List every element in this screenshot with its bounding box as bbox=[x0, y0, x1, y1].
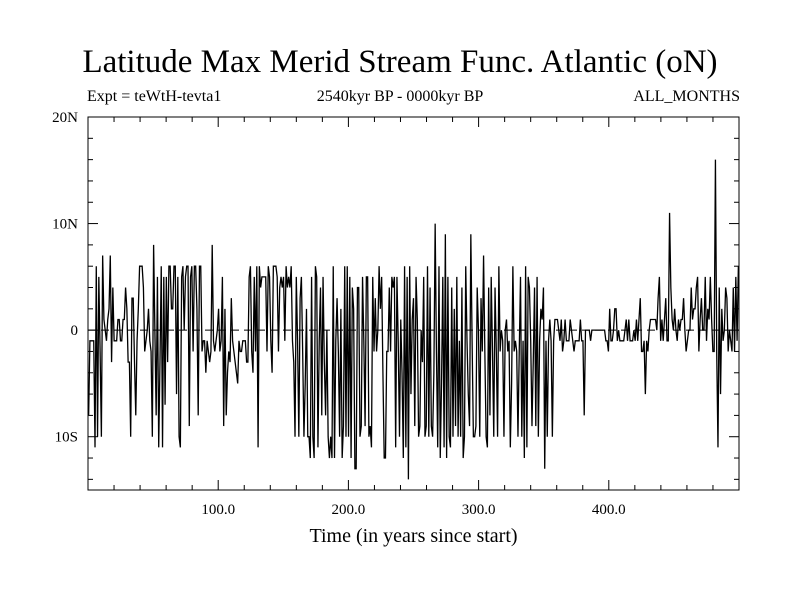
y-tick-label: 0 bbox=[71, 323, 79, 339]
plot-frame bbox=[87, 116, 740, 491]
season-label: ALL_MONTHS bbox=[633, 88, 740, 105]
axis-tick-labels: 100.0 200.0 300.0 400.0 20N 10N 0 10S bbox=[52, 110, 626, 518]
x-axis-title: Time (in years since start) bbox=[309, 525, 517, 547]
y-tick-label: 10S bbox=[55, 430, 78, 446]
x-tick-label: 300.0 bbox=[462, 502, 496, 518]
experiment-label: Expt = teWtH-tevta1 bbox=[87, 88, 222, 105]
period-label: 2540kyr BP - 0000kyr BP bbox=[316, 88, 484, 105]
y-tick-label: 20N bbox=[52, 110, 78, 126]
x-tick-label: 100.0 bbox=[201, 502, 235, 518]
x-tick-label: 400.0 bbox=[592, 502, 626, 518]
chart-title: Latitude Max Merid Stream Func. Atlantic… bbox=[82, 44, 718, 80]
y-tick-label: 10N bbox=[52, 217, 78, 233]
x-tick-label: 200.0 bbox=[332, 502, 366, 518]
axis-ticks bbox=[88, 117, 739, 490]
series-line bbox=[87, 159, 740, 480]
